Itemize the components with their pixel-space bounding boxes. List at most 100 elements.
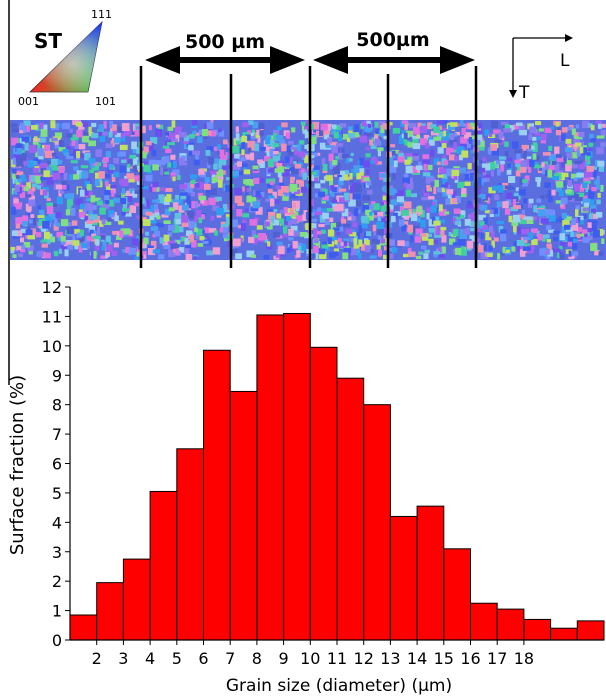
grain: [40, 239, 44, 243]
grain: [92, 235, 101, 240]
grain: [475, 134, 483, 142]
grain: [107, 199, 115, 207]
grain: [178, 157, 185, 166]
grain: [596, 185, 601, 190]
grain: [570, 163, 578, 169]
grain: [243, 179, 248, 184]
grain: [483, 174, 492, 178]
grain: [194, 216, 198, 223]
grain: [332, 227, 340, 232]
grain: [496, 160, 504, 165]
grain: [519, 219, 527, 225]
grain: [516, 153, 521, 160]
grain: [179, 199, 183, 206]
grain: [105, 251, 110, 257]
grain: [386, 204, 394, 210]
grain: [55, 184, 63, 190]
grain: [206, 250, 214, 256]
grain: [72, 120, 79, 125]
grain: [455, 216, 460, 221]
scale-arrow-left-head: [145, 46, 180, 74]
scale-bar-1: 500 µm: [139, 31, 305, 268]
grain: [100, 131, 108, 136]
grain: [484, 129, 490, 136]
grain: [437, 161, 441, 166]
grain: [47, 160, 51, 165]
grain: [129, 205, 136, 213]
grain: [245, 208, 249, 212]
grain: [155, 129, 163, 137]
x-tick-label: 2: [92, 649, 102, 668]
grain: [328, 153, 334, 162]
grain: [561, 212, 567, 219]
grain: [394, 189, 398, 193]
x-tick-label: 15: [434, 649, 454, 668]
grain: [392, 247, 398, 253]
grain: [436, 131, 445, 139]
grain: [363, 160, 370, 168]
grain: [353, 232, 360, 240]
grain: [505, 249, 510, 253]
grain: [596, 199, 601, 205]
grain: [225, 177, 230, 181]
grain: [518, 189, 526, 196]
grain: [314, 210, 323, 216]
grain: [278, 182, 284, 186]
grain: [586, 165, 594, 172]
grain: [442, 136, 449, 141]
grain: [497, 253, 501, 260]
grain: [25, 125, 30, 132]
histogram-bar: [470, 602, 498, 641]
grain: [284, 156, 290, 164]
grain: [361, 215, 368, 224]
grain: [327, 237, 332, 245]
grain: [247, 140, 255, 149]
grain: [278, 166, 285, 173]
grain: [583, 147, 588, 155]
grain: [28, 249, 33, 255]
grain: [338, 245, 345, 249]
grain: [446, 168, 454, 177]
grain: [579, 141, 584, 146]
grain: [361, 243, 366, 251]
grain: [459, 228, 464, 236]
grain: [239, 157, 247, 161]
grain: [130, 164, 135, 169]
grain: [441, 230, 445, 236]
grain: [103, 157, 109, 163]
grain: [351, 214, 356, 222]
grain: [196, 228, 203, 236]
y-tick-label: 12: [42, 278, 62, 297]
grain: [435, 253, 439, 258]
grain: [325, 217, 330, 222]
grain: [597, 228, 604, 236]
grain: [132, 190, 138, 198]
grain: [192, 254, 199, 258]
grain: [281, 186, 289, 193]
grain: [285, 132, 290, 139]
grain: [578, 162, 585, 170]
grain: [384, 127, 389, 136]
grain: [282, 193, 289, 201]
grain: [551, 176, 559, 180]
grain: [468, 123, 473, 130]
grain: [185, 195, 191, 203]
grain: [105, 244, 113, 252]
grain: [218, 169, 223, 176]
grain: [46, 206, 54, 214]
grain: [490, 144, 497, 151]
grain: [504, 208, 511, 215]
grain: [571, 218, 576, 225]
grain: [207, 162, 211, 169]
grain: [291, 127, 296, 133]
grain: [498, 131, 504, 139]
grain: [470, 122, 475, 127]
grain: [54, 132, 62, 139]
grain: [39, 209, 45, 217]
grain: [481, 163, 487, 170]
grain: [459, 143, 467, 148]
grain: [251, 132, 255, 136]
grain: [581, 151, 585, 156]
grain: [290, 225, 298, 234]
grain: [161, 214, 169, 218]
